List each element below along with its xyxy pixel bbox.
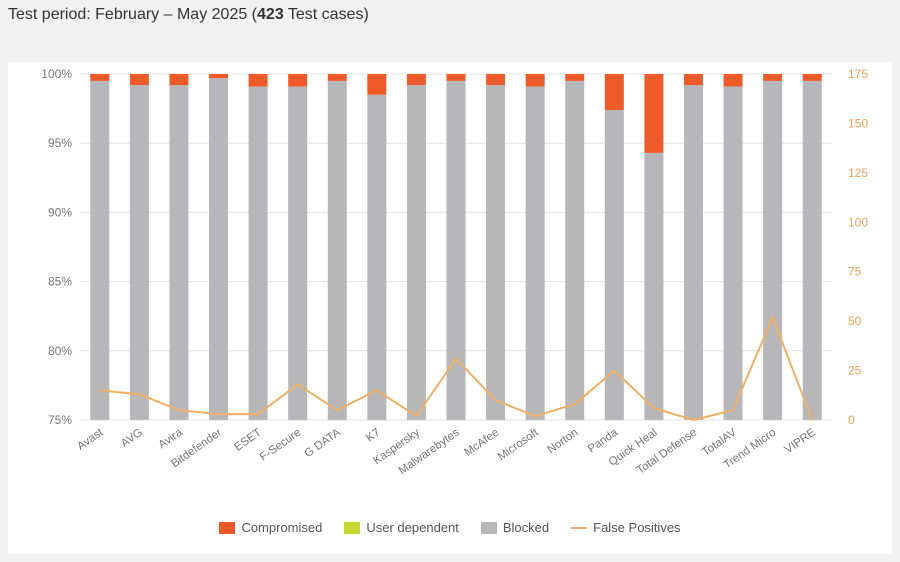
x-tick-label: G DATA xyxy=(302,426,343,460)
bar-blocked xyxy=(288,86,308,421)
legend-swatch-compromised xyxy=(219,521,236,534)
bar-blocked xyxy=(209,78,229,420)
bar-compromised xyxy=(367,74,387,95)
y-left-tick-label: 100% xyxy=(41,67,72,81)
header-suffix: Test cases) xyxy=(283,6,369,23)
x-tick-label: Panda xyxy=(586,426,621,455)
bar-blocked xyxy=(525,86,545,421)
y-left-tick-label: 90% xyxy=(48,205,72,219)
bar-compromised xyxy=(604,74,624,110)
bar-compromised xyxy=(406,74,426,86)
test-period-header: Test period: February – May 2025 (423 Te… xyxy=(8,6,369,24)
bar-compromised xyxy=(486,74,506,86)
chart-panel: 75% 80% 85% 90% 95% 100% 0 25 50 75 100 125 150 175 Av… xyxy=(8,62,892,554)
x-tick-label: AVG xyxy=(119,427,145,450)
bar-compromised xyxy=(209,74,229,79)
bar-compromised xyxy=(525,74,545,87)
x-tick-label: K7 xyxy=(364,427,382,445)
legend-swatch-false-positives xyxy=(571,526,588,529)
y-right-tick-label: 25 xyxy=(848,364,862,378)
bar-compromised xyxy=(446,74,466,81)
bar-blocked xyxy=(248,86,268,421)
header-prefix: Test period: February – May 2025 ( xyxy=(8,6,258,23)
bar-blocked xyxy=(604,109,624,420)
bar-blocked xyxy=(90,80,110,421)
bar-blocked xyxy=(763,80,783,421)
x-tick-label: Avast xyxy=(75,426,106,453)
y-left-tick-label: 75% xyxy=(48,413,72,427)
y-right-tick-label: 100 xyxy=(848,215,868,229)
bar-blocked xyxy=(129,85,149,421)
bar-blocked xyxy=(565,80,585,421)
y-left-tick-label: 85% xyxy=(48,275,72,289)
y-right-tick-label: 175 xyxy=(848,67,868,81)
legend-item-false-positives[interactable]: False Positives xyxy=(571,520,681,535)
x-tick-label: VIPRE xyxy=(783,426,818,456)
legend-label-blocked: Blocked xyxy=(502,520,550,535)
legend-label-compromised: Compromised xyxy=(241,520,323,535)
false-positives-line xyxy=(99,316,814,421)
bar-blocked xyxy=(486,85,506,421)
y-right-tick-label: 0 xyxy=(848,413,855,427)
legend-label-user-dependent: User dependent xyxy=(366,520,459,535)
legend-label-false-positives: False Positives xyxy=(593,520,681,535)
y-right-tick-label: 150 xyxy=(848,116,868,130)
legend-item-blocked[interactable]: Blocked xyxy=(480,520,550,535)
bar-blocked xyxy=(327,80,347,421)
bar-blocked xyxy=(802,80,822,421)
legend-item-user-dependent[interactable]: User dependent xyxy=(344,520,459,535)
bar-compromised xyxy=(169,74,189,86)
bar-blocked xyxy=(406,85,426,421)
bar-blocked xyxy=(644,152,664,420)
legend-swatch-user-dependent xyxy=(344,521,361,534)
bar-compromised xyxy=(90,74,110,81)
bar-blocked xyxy=(683,85,703,421)
x-tick-label: Norton xyxy=(545,427,580,457)
x-tick-label: F-Secure xyxy=(258,427,304,464)
header-count: 423 xyxy=(257,6,284,23)
chart: 75% 80% 85% 90% 95% 100% 0 25 50 75 100 125 150 175 Av… xyxy=(41,67,868,477)
legend-item-compromised[interactable]: Compromised xyxy=(219,520,322,535)
y-right-tick-label: 75 xyxy=(848,265,862,279)
bar-compromised xyxy=(129,74,149,86)
legend-swatch-blocked xyxy=(480,521,497,534)
x-tick-label: Microsoft xyxy=(496,426,542,463)
bar-compromised xyxy=(802,74,822,81)
bar-compromised xyxy=(723,74,743,87)
y-right-tick-label: 50 xyxy=(848,314,862,328)
chart-legend: Compromised User dependent Blocked False… xyxy=(8,520,892,535)
x-tick-label: ESET xyxy=(232,427,263,454)
bar-blocked xyxy=(723,86,743,421)
bar-compromised xyxy=(565,74,585,81)
y-right-tick-label: 125 xyxy=(848,166,868,180)
bar-compromised xyxy=(763,74,783,81)
bar-blocked xyxy=(169,85,189,421)
bar-compromised xyxy=(683,74,703,86)
x-tick-label: Avira xyxy=(156,426,185,451)
bar-compromised xyxy=(288,74,308,87)
bar-compromised xyxy=(327,74,347,81)
bar-compromised xyxy=(644,74,664,153)
bar-blocked xyxy=(446,80,466,421)
bar-blocked xyxy=(367,94,387,420)
y-left-tick-label: 95% xyxy=(48,136,72,150)
y-left-tick-label: 80% xyxy=(48,344,72,358)
bar-compromised xyxy=(248,74,268,87)
